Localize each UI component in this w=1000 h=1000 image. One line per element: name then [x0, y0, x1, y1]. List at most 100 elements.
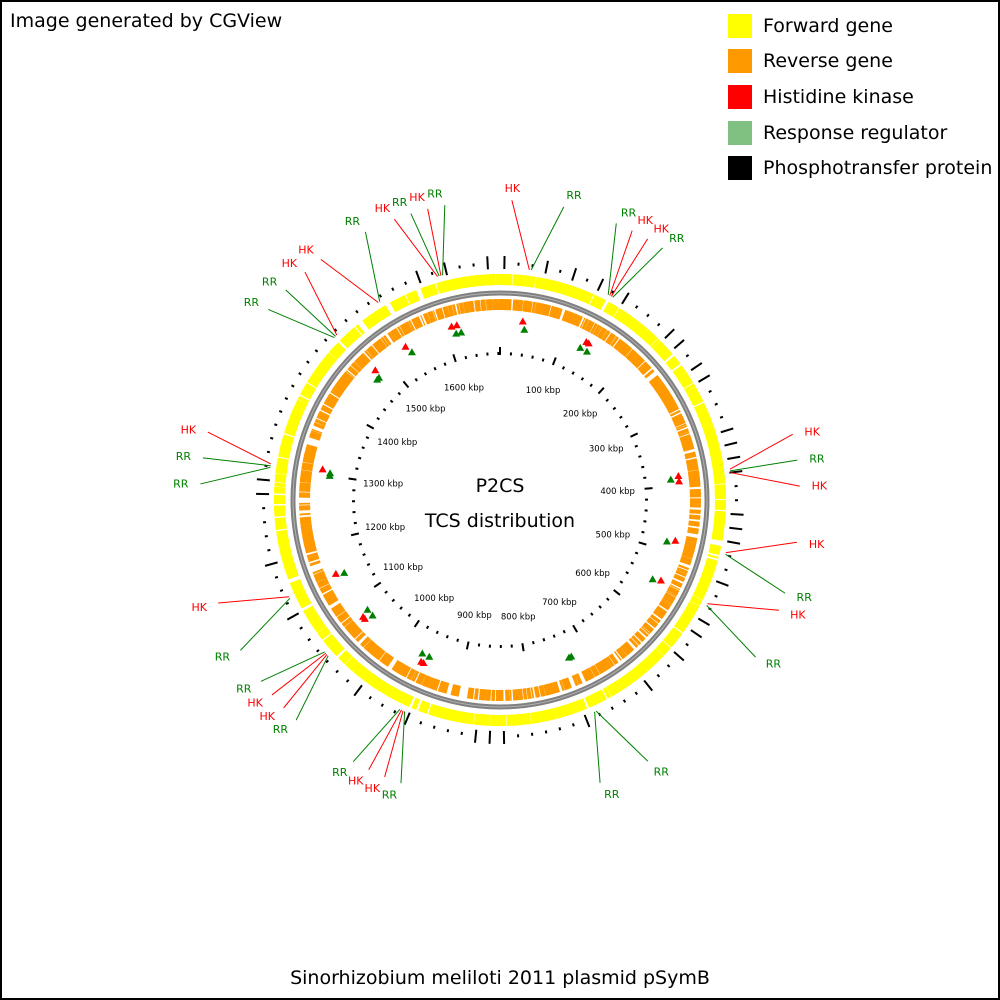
forward-gene-mark: [632, 322, 642, 333]
forward-gene-mark: [428, 703, 434, 715]
rr-leader-line: [595, 710, 649, 762]
forward-gene-mark: [535, 277, 542, 289]
ruler-label: 400 kbp: [600, 487, 635, 497]
hk-label: HK: [365, 782, 381, 795]
hk-label: HK: [247, 697, 263, 710]
reverse-gene-mark: [665, 592, 676, 600]
reverse-gene-mark: [675, 569, 687, 577]
reverse-gene-mark: [620, 645, 629, 656]
reverse-gene-mark: [656, 605, 668, 614]
reverse-gene-mark: [299, 512, 311, 516]
legend-item-response-regulator: Response regulator: [728, 115, 992, 151]
reverse-gene-mark: [351, 628, 363, 639]
forward-gene-mark: [630, 669, 640, 680]
ruler-tick: [605, 398, 610, 402]
tcs-tick: [473, 729, 478, 743]
backbone-highlight: [292, 292, 708, 708]
forward-gene-mark: [276, 529, 288, 535]
forward-gene-mark: [607, 683, 618, 696]
reverse-gene-mark: [681, 551, 694, 558]
rr-label: RR: [669, 232, 685, 245]
tcs-tick: [264, 561, 278, 567]
forward-gene-mark: [652, 340, 663, 351]
hk-leader-line: [725, 541, 798, 554]
forward-gene-mark: [280, 442, 293, 450]
hk-leader-line: [511, 200, 530, 270]
reverse-gene-mark: [304, 450, 316, 457]
reverse-gene-mark: [305, 448, 317, 453]
reverse-gene-mark: [346, 622, 356, 631]
reverse-gene-mark: [342, 373, 353, 383]
ruler-tick: [371, 572, 376, 576]
reverse-gene-mark: [300, 473, 312, 479]
tcs-tick: [274, 575, 279, 579]
tcs-tick: [344, 318, 348, 323]
tcs-marker-track: [318, 317, 684, 666]
tcs-tick: [610, 706, 614, 710]
reverse-gene-mark: [526, 301, 532, 313]
forward-gene-mark: [289, 578, 302, 586]
reverse-gene-mark: [646, 618, 658, 629]
reverse-gene-mark: [485, 689, 489, 701]
forward-gene-mark: [683, 609, 695, 618]
rr-leader-line: [442, 205, 446, 276]
hk-leader-line: [707, 603, 780, 611]
hk-leader-line: [368, 709, 402, 771]
reverse-gene-mark: [596, 327, 606, 339]
reverse-gene-mark: [689, 481, 701, 486]
forward-gene-mark: [669, 361, 681, 371]
forward-gene-mark: [274, 486, 286, 490]
ruler-tick: [355, 467, 359, 470]
reverse-gene-mark: [527, 687, 532, 699]
hk-marker: [401, 342, 410, 350]
reverse-gene-mark: [466, 687, 472, 699]
reverse-gene-mark: [574, 673, 582, 685]
rr-label: RR: [382, 789, 398, 802]
tcs-tick: [404, 281, 408, 285]
reverse-gene-mark: [628, 638, 638, 648]
ruler-tick: [464, 355, 468, 360]
tcs-tick: [698, 374, 711, 383]
forward-gene-mark: [530, 712, 535, 724]
reverse-gene-mark: [684, 452, 697, 459]
forward-gene-mark: [303, 605, 314, 614]
reverse-gene-mark: [305, 444, 318, 451]
rr-marker: [340, 568, 349, 576]
reverse-gene-mark: [360, 637, 371, 648]
reverse-gene-mark: [588, 667, 595, 679]
forward-gene-mark: [634, 664, 645, 677]
reverse-gene-mark: [689, 514, 701, 517]
forward-gene-mark: [596, 690, 605, 702]
forward-gene-mark: [547, 279, 553, 291]
tcs-tick: [323, 338, 328, 342]
ruler-label: 1300 kbp: [363, 479, 403, 489]
reverse-gene-mark: [611, 653, 619, 664]
legend-label: Response regulator: [763, 121, 948, 144]
ruler-tick: [638, 541, 647, 546]
reverse-gene-mark: [339, 376, 351, 386]
reverse-gene-mark: [624, 643, 633, 653]
reverse-gene-mark: [303, 456, 315, 461]
reverse-gene-mark: [313, 422, 325, 430]
reverse-gene-mark: [442, 306, 450, 318]
reverse-gene-mark: [324, 592, 336, 601]
rr-label: RR: [809, 452, 825, 465]
forward-gene-mark: [686, 603, 698, 612]
reverse-gene-mark: [660, 392, 672, 401]
reverse-gene-mark: [385, 655, 395, 667]
forward-gene-mark: [274, 478, 286, 484]
forward-gene-mark: [693, 591, 705, 598]
forward-gene-mark: [362, 317, 373, 330]
reverse-gene-mark: [355, 357, 366, 369]
reverse-gene-mark: [620, 344, 629, 354]
reverse-gene-mark: [592, 324, 600, 336]
hk-marker: [331, 569, 340, 577]
tcs-tick: [611, 290, 615, 294]
reverse-gene-mark: [445, 305, 451, 318]
reverse-gene-mark: [618, 647, 628, 657]
rr-label: RR: [273, 723, 289, 736]
center-subtitle: TCS distribution: [424, 510, 575, 532]
ruler-tick: [581, 618, 585, 623]
reverse-gene-mark: [666, 588, 678, 596]
reverse-gene-mark: [425, 312, 431, 324]
